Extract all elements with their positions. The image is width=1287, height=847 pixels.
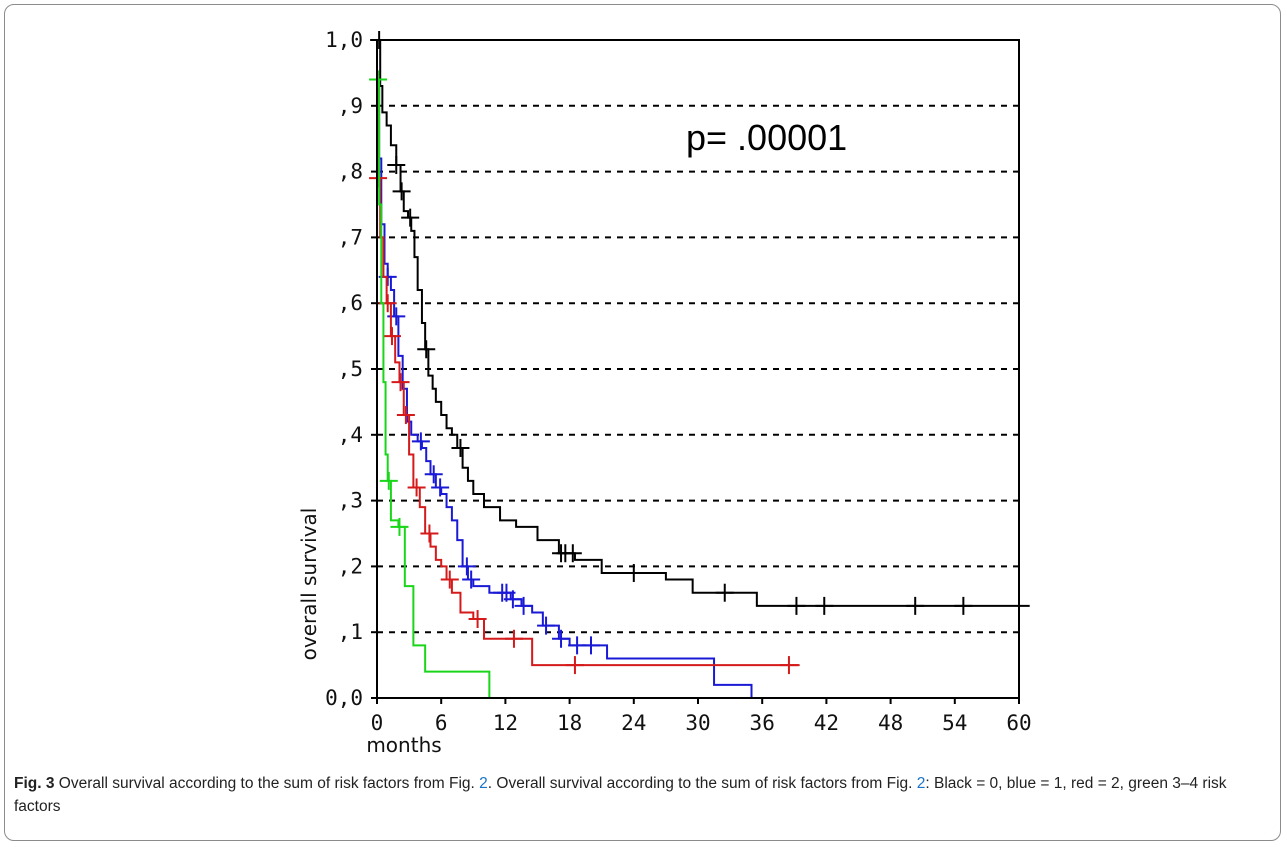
series-lines: [369, 31, 1030, 698]
x-tick-label: 6: [435, 711, 448, 735]
series-line: [377, 39, 1030, 607]
y-tick-label: ,8: [338, 160, 363, 184]
grid-lines: [377, 104, 1019, 634]
x-axis-title: months: [366, 733, 441, 757]
series-0: [370, 31, 1030, 615]
y-tick-label: ,1: [338, 620, 363, 644]
series-3: [369, 70, 491, 698]
y-tick-label: 1,0: [325, 28, 363, 52]
figure-caption: Fig. 3 Overall survival according to the…: [14, 772, 1276, 818]
caption-figure-link-2[interactable]: 2: [916, 775, 926, 792]
y-axis-ticks: 0,0 ,1 ,2 ,3 ,4 ,5 ,6 ,7 ,8 ,9 1,0: [325, 28, 377, 710]
y-tick-label: ,6: [338, 291, 363, 315]
x-tick-label: 54: [942, 711, 967, 735]
series-line: [377, 78, 753, 698]
y-tick-label: 0,0: [325, 686, 363, 710]
x-tick-label: 18: [557, 711, 582, 735]
x-tick-label: 30: [685, 711, 710, 735]
caption-text-b: . Overall survival according to the sum …: [487, 775, 917, 792]
x-axis-ticks: 0 6 12 18 24 30 36 42 48 54 60: [371, 698, 1032, 735]
y-tick-label: ,7: [338, 225, 363, 249]
y-tick-label: ,9: [338, 94, 363, 118]
y-axis-title: overall survival: [297, 508, 321, 661]
series-2: [369, 71, 800, 675]
p-value-annotation: p= .00001: [686, 117, 847, 158]
series-line: [377, 71, 800, 667]
x-tick-label: 12: [493, 711, 518, 735]
caption-text-a: Overall survival according to the sum of…: [54, 775, 480, 792]
y-tick-label: ,3: [338, 489, 363, 513]
survival-chart: 0,0 ,1 ,2 ,3 ,4 ,5 ,6 ,7 ,8 ,9 1,0 0 6 12 18 24 30 36 42 4…: [297, 28, 1032, 757]
figure-frame: [4, 4, 1281, 841]
caption-figure-link-1[interactable]: 2: [479, 775, 488, 792]
x-tick-label: 60: [1006, 711, 1031, 735]
caption-text-c: : Black = 0, blue = 1, red = 2, green 3–…: [14, 775, 1227, 815]
x-tick-label: 48: [878, 711, 903, 735]
caption-label: Fig. 3: [14, 775, 55, 792]
x-tick-label: 0: [371, 711, 384, 735]
series-1: [377, 78, 753, 698]
y-tick-label: ,4: [338, 423, 363, 447]
x-tick-label: 36: [750, 711, 775, 735]
x-tick-label: 24: [621, 711, 646, 735]
x-tick-label: 42: [814, 711, 839, 735]
y-tick-label: ,5: [338, 357, 363, 381]
y-tick-label: ,2: [338, 554, 363, 578]
